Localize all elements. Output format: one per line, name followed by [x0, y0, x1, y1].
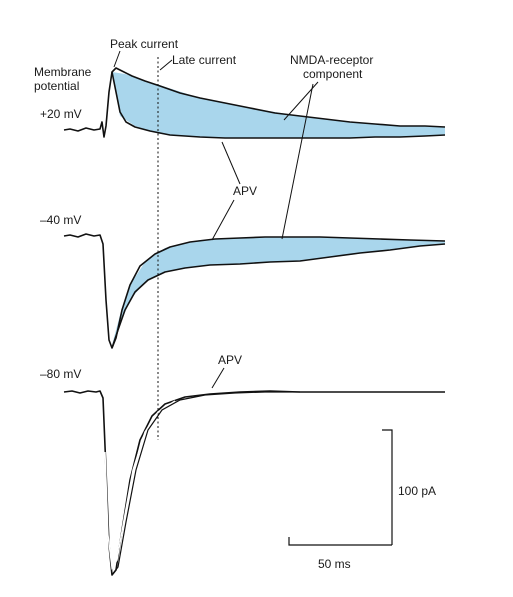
late-current-label: Late current [172, 53, 237, 67]
current-scale-label: 100 pA [398, 484, 436, 498]
membrane-potential-label-line1: Membrane [34, 65, 92, 79]
apv-leader-top-down [211, 199, 235, 241]
trace-40mv-apv [111, 243, 446, 349]
apv-leader-bottom [211, 367, 225, 389]
apv-leader-top-up [221, 141, 241, 185]
peak-current-label: Peak current [110, 37, 179, 51]
late-current-leader [159, 59, 173, 71]
nmda-component-shading-20mv [112, 72, 445, 138]
apv-label-bottom: APV [218, 353, 242, 367]
potential-label-40mv: –40 mV [40, 213, 81, 227]
time-scale-label: 50 ms [318, 557, 351, 571]
nmda-component-label-line2: component [303, 67, 363, 81]
time-scale-bar [288, 537, 392, 546]
apv-label-top: APV [233, 184, 257, 198]
nmda-component-label-line1: NMDA-receptor [290, 53, 373, 67]
nmda-component-shading-40mv [112, 237, 445, 345]
trace-20mv-control [63, 67, 446, 138]
peak-current-leader [113, 50, 121, 68]
potential-label-20mv: +20 mV [40, 107, 82, 121]
nmda-leader-top [283, 81, 319, 121]
trace-80mv-apv-inner [104, 400, 176, 571]
nmda-leader-mid [281, 83, 314, 240]
trace-40mv-control [63, 233, 446, 349]
trace-80mv-apv [111, 391, 300, 576]
membrane-potential-label-line2: potential [34, 79, 79, 93]
current-scale-bar [382, 429, 393, 545]
potential-label-80mv: –80 mV [40, 367, 81, 381]
trace-20mv-apv [111, 71, 446, 139]
